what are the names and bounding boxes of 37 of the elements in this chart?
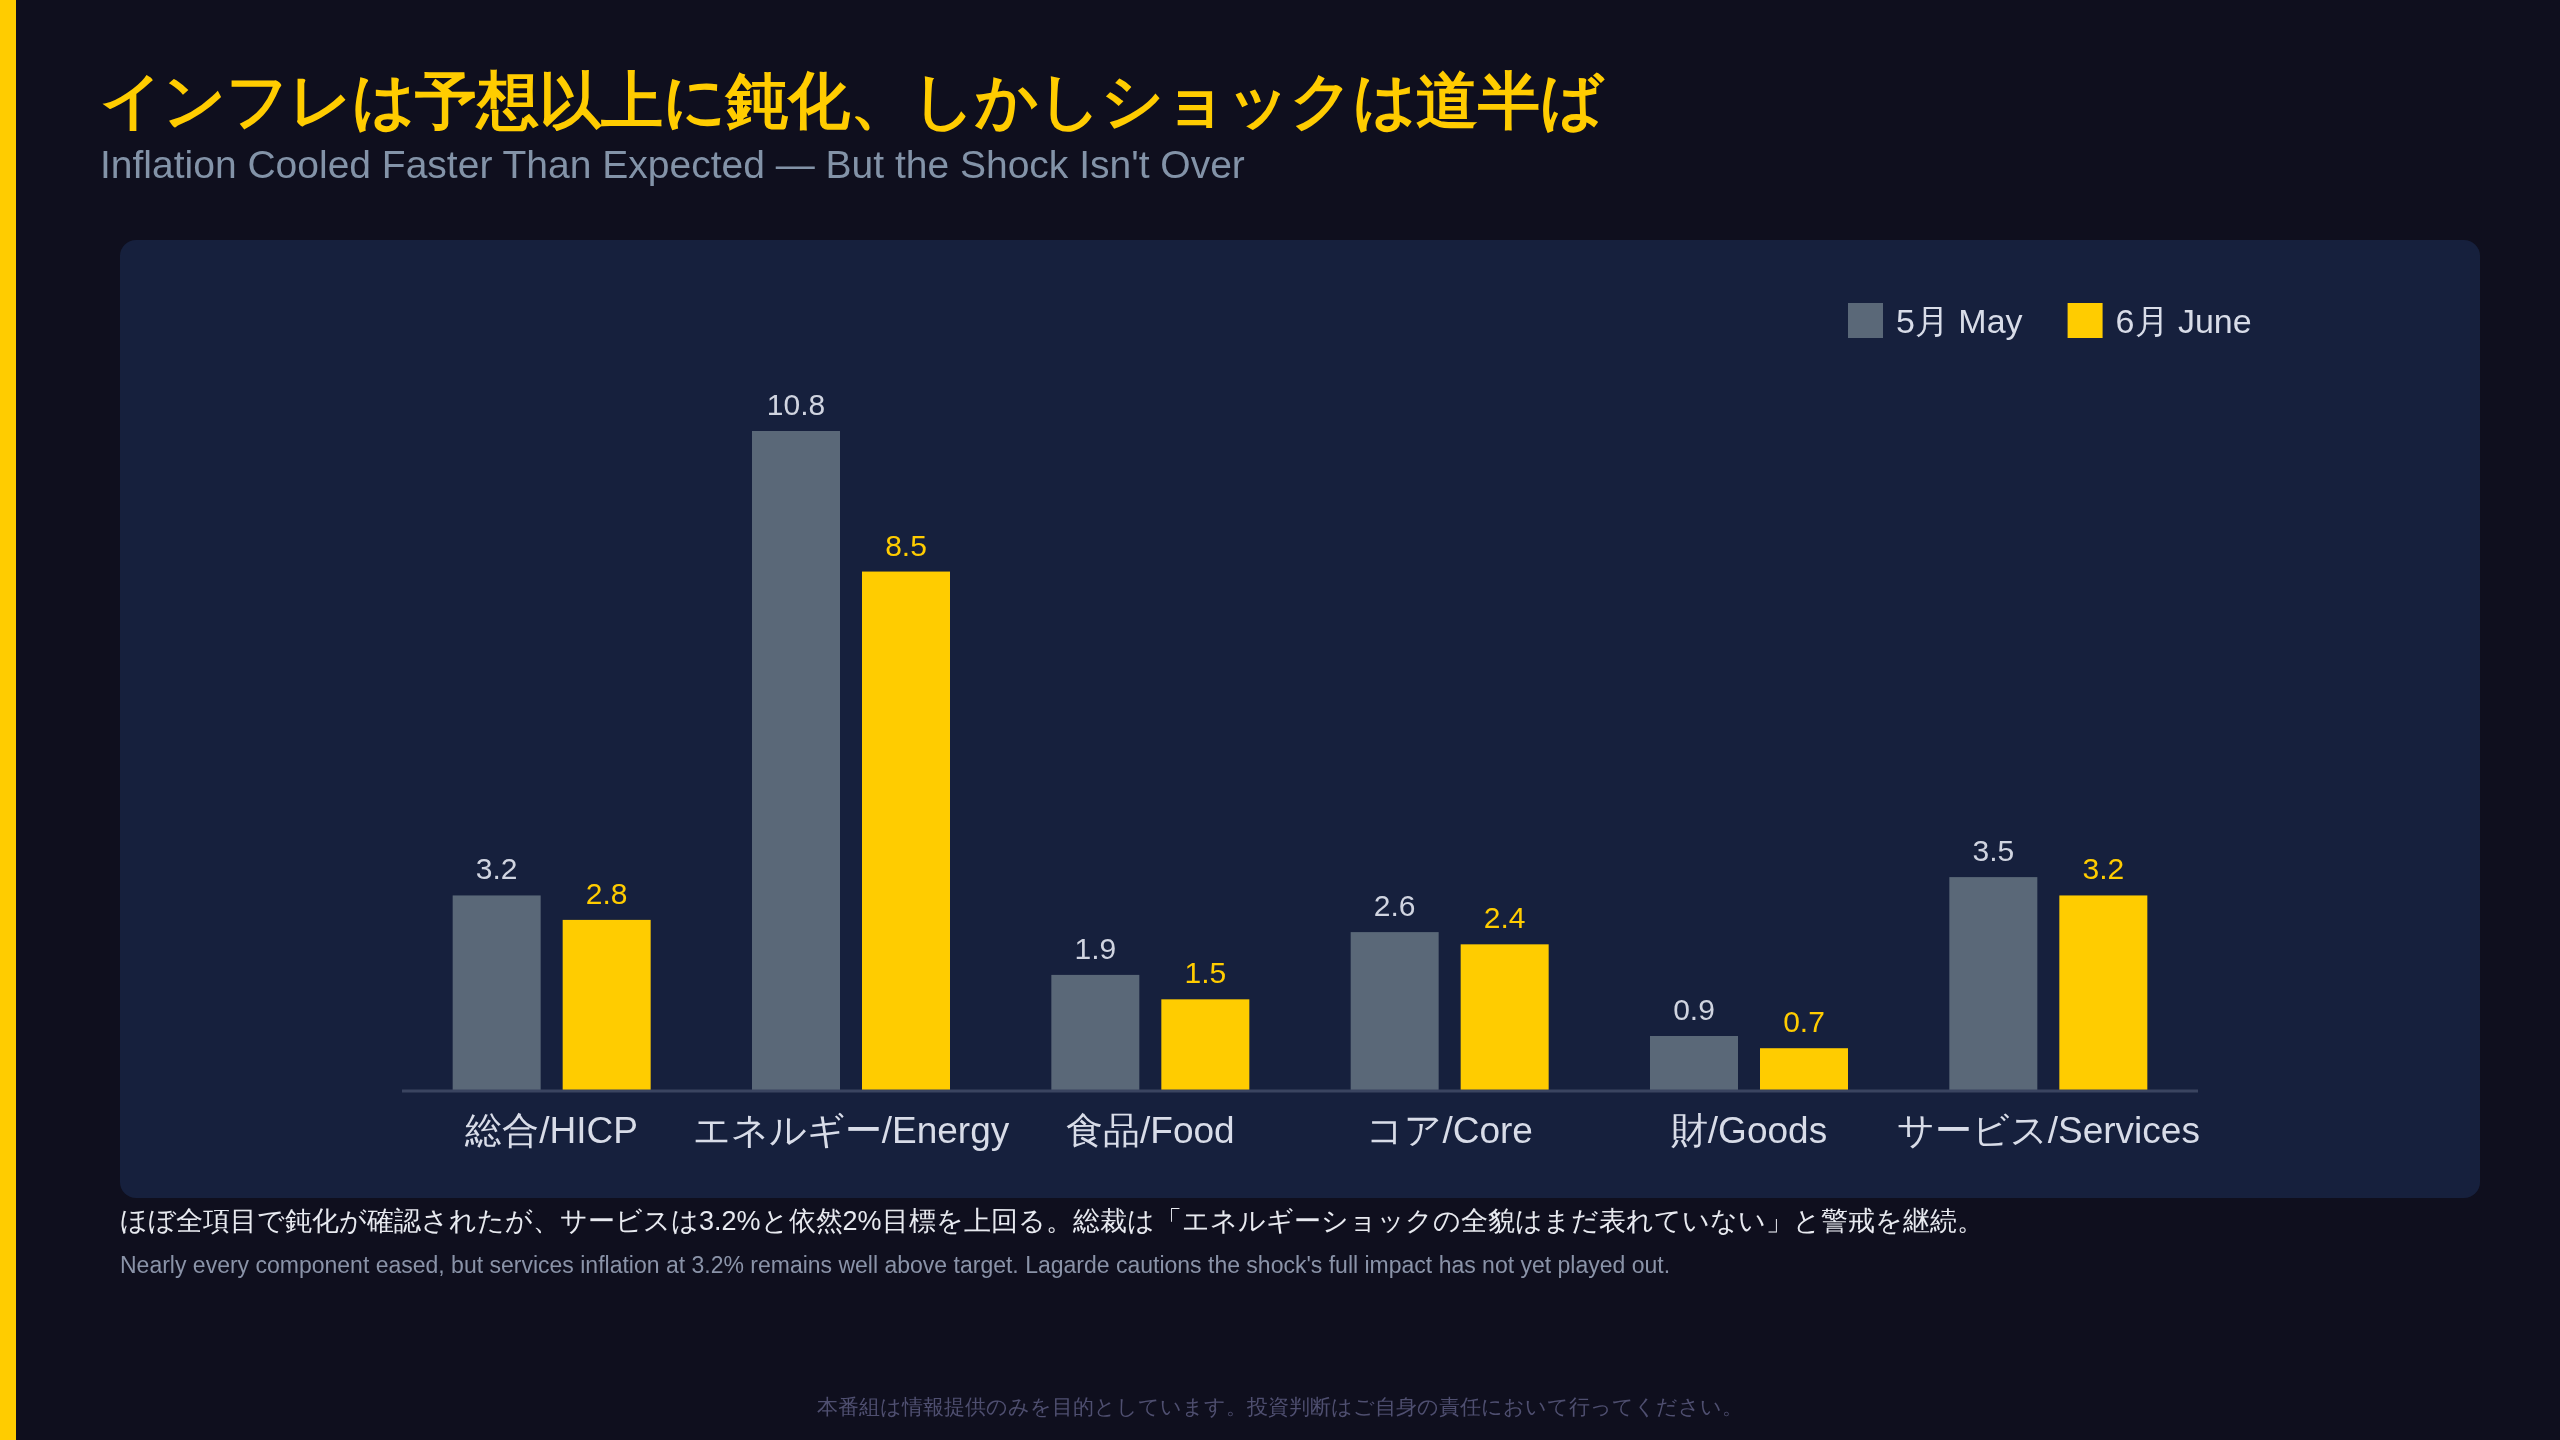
data-label: 2.8: [585, 876, 628, 910]
x-tick-label: エネルギー/Energy: [692, 1110, 1010, 1151]
x-tick-label: 財/Goods: [1670, 1110, 1828, 1151]
text: Nearly every component eased, but services inflation at 3.2% remains well above target. Lagarde cautions the shock's full impact has not yet played out.: [120, 1252, 1671, 1278]
bar: [562, 919, 651, 1091]
text: 本番組は情報提供のみを目的としています。投資判断はご自身の責任において行ってください。: [817, 1395, 1743, 1418]
bar: [1161, 999, 1250, 1091]
data-label: 2.6: [1373, 889, 1416, 923]
data-label: 0.9: [1673, 993, 1715, 1026]
bar: [1051, 974, 1140, 1091]
bar: [1949, 877, 2038, 1091]
bar: [752, 431, 840, 1091]
chart-title: インフレは予想以上に鈍化、しかしショックは道半ば: [100, 66, 1605, 135]
data-label: 1.9: [1074, 931, 1117, 965]
data-label: 1.5: [1184, 956, 1227, 990]
bar: [2059, 895, 2148, 1091]
x-tick-label: 食品/Food: [1066, 1110, 1235, 1151]
bar: [1650, 1036, 1738, 1091]
data-label: 0.7: [1783, 1005, 1825, 1039]
x-tick-label: 総合/HICP: [464, 1110, 639, 1151]
text: ほぼ全項目で鈍化が確認されたが、サービスは3.2%と依然2%目標を上回る。総裁は「エネルギーショックの全貌はまだ表れていない」と警戒を継続。: [120, 1206, 1984, 1236]
data-label: 3.5: [1972, 834, 2015, 868]
data-label: 2.4: [1483, 901, 1526, 935]
legend-label: 6月 June: [2115, 302, 2252, 340]
data-label: 8.5: [885, 528, 927, 562]
bar: [1350, 932, 1439, 1091]
bar: [1460, 944, 1549, 1091]
x-tick-label: コア/Core: [1366, 1110, 1533, 1151]
chart-subtitle: Inflation Cooled Faster Than Expected — But the Shock Isn't Over: [100, 143, 1245, 186]
bar: [862, 571, 950, 1091]
legend-label: 5月 May: [1896, 302, 2023, 340]
bar: [452, 895, 541, 1091]
x-tick-label: サービス/Services: [1896, 1110, 2200, 1151]
bar: [1760, 1048, 1848, 1091]
data-label: 10.8: [766, 388, 826, 421]
data-label: 3.2: [2082, 852, 2125, 886]
data-label: 3.2: [475, 852, 518, 886]
